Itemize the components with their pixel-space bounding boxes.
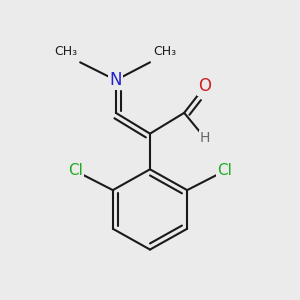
Text: H: H (200, 131, 210, 145)
Text: N: N (110, 71, 122, 89)
Text: O: O (199, 77, 212, 95)
Text: CH₃: CH₃ (153, 45, 176, 58)
Text: Cl: Cl (68, 163, 82, 178)
Text: CH₃: CH₃ (54, 45, 77, 58)
Text: Cl: Cl (218, 163, 232, 178)
